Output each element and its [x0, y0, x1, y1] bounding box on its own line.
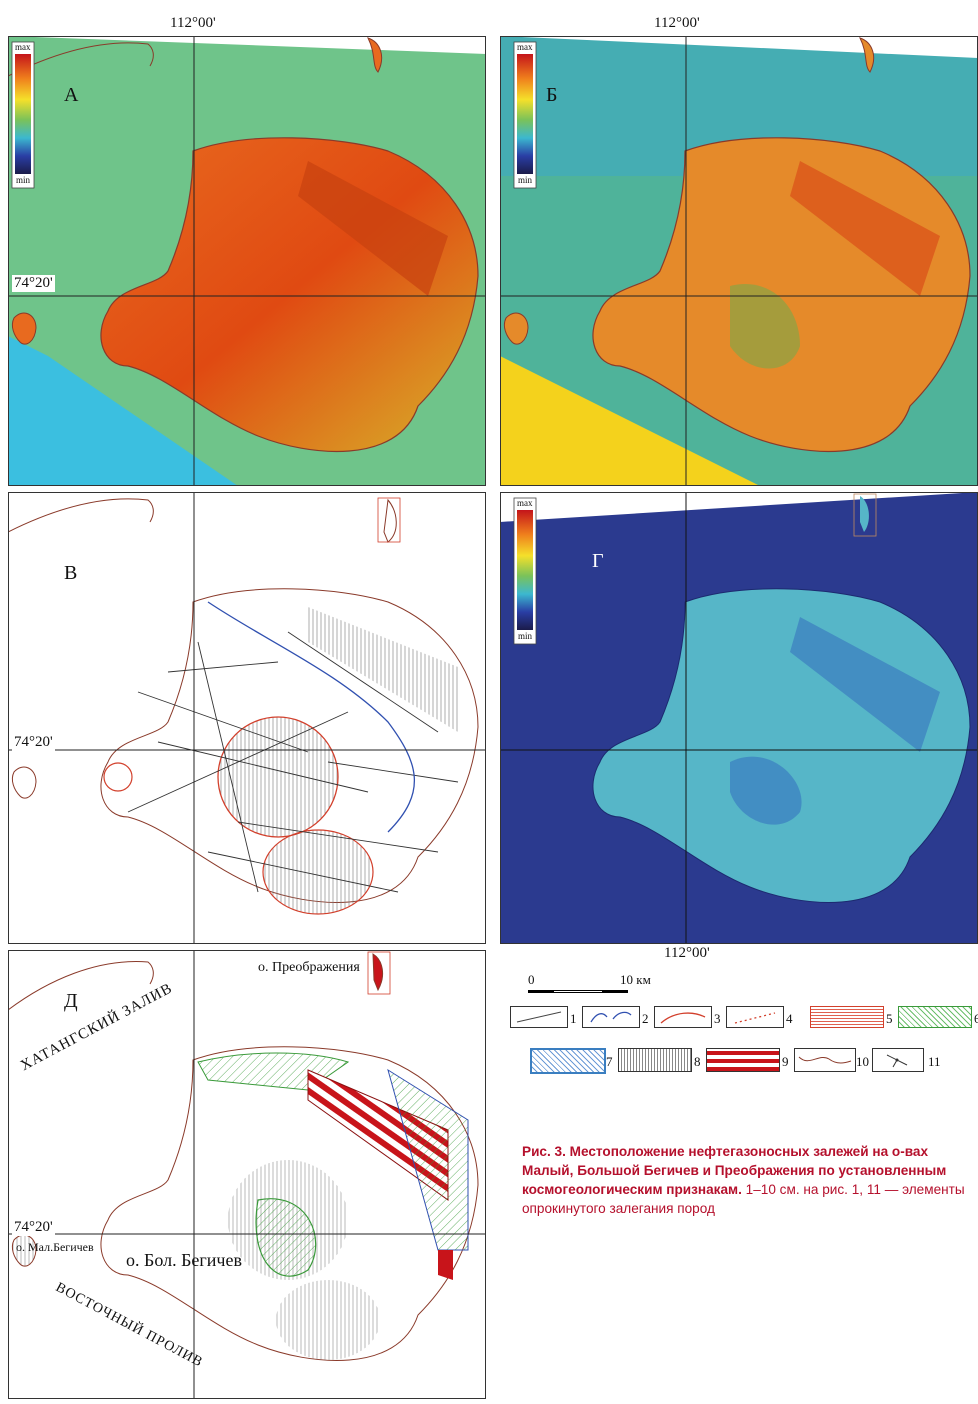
- panel-a-letter: А: [64, 84, 79, 106]
- legend-swatch-1: [510, 1006, 568, 1028]
- scale-10km: 10 км: [620, 972, 651, 987]
- label-preobrazheniya: о. Преображения: [258, 960, 360, 975]
- panel-a-map: [7, 36, 486, 486]
- panel-g-letter: Г: [592, 550, 604, 572]
- figure-caption: Рис. 3. Местоположение нефтегазоносных з…: [522, 1142, 978, 1218]
- panel-b: max min Б: [500, 36, 978, 486]
- caption-legend-note: 1–10 см. на рис. 1, 11 — элементы опроки…: [522, 1182, 965, 1216]
- panel-v-map: [7, 492, 486, 944]
- legend-num-4: 4: [786, 1011, 793, 1026]
- lat-label-a: 74°20': [12, 275, 55, 292]
- colorbar-min-label: min: [16, 175, 31, 185]
- legend-swatch-3: [654, 1006, 712, 1028]
- legend-num-10: 10: [856, 1054, 869, 1069]
- panel-d-map: [7, 950, 486, 1399]
- colorbar-max-label: max: [517, 42, 533, 52]
- lon-label-g-bottom: 112°00': [664, 945, 710, 961]
- lon-label-a: 112°00': [170, 15, 216, 31]
- panel-a: max min А: [7, 36, 486, 486]
- legend-num-7: 7: [606, 1054, 613, 1069]
- panel-b-letter: Б: [546, 84, 558, 106]
- scale-line-half: [554, 990, 602, 993]
- legend-swatch-11: [872, 1048, 924, 1072]
- colorbar-max-label: max: [15, 42, 31, 52]
- scale-zero: 0: [528, 972, 535, 987]
- colorbar-min-label: min: [518, 631, 533, 641]
- lon-label-b: 112°00': [654, 15, 700, 31]
- colorbar-max-label: max: [517, 498, 533, 508]
- panel-v: В: [7, 492, 486, 944]
- legend-swatch-2: [582, 1006, 640, 1028]
- panel-d-letter: Д: [64, 990, 78, 1012]
- scale-bar: 0 10 км: [522, 972, 662, 996]
- colorbar-min-label: min: [518, 175, 533, 185]
- legend-num-11: 11: [928, 1054, 941, 1069]
- legend-num-1: 1: [570, 1011, 577, 1026]
- caption-title: Рис. 3. Местоположение нефтегазоносных з…: [522, 1144, 947, 1197]
- legend-num-6: 6: [974, 1011, 978, 1026]
- panel-v-letter: В: [64, 562, 78, 584]
- legend-swatch-4: [726, 1006, 784, 1028]
- label-bol-begichev: о. Бол. Бегичев: [126, 1250, 242, 1270]
- legend: 1 2 3 4 5 6 7 8 9 10 11: [510, 1006, 978, 1078]
- label-mal-begichev: о. Мал.Бегичев: [16, 1240, 94, 1254]
- lat-label-v: 74°20': [12, 734, 55, 751]
- panel-b-map: [500, 36, 978, 486]
- legend-num-2: 2: [642, 1011, 649, 1026]
- lat-label-d: 74°20': [12, 1219, 55, 1236]
- legend-swatch-10: [794, 1048, 856, 1072]
- panel-g: max min Г: [500, 492, 978, 944]
- legend-swatch-5: [810, 1006, 884, 1028]
- legend-num-9: 9: [782, 1054, 789, 1069]
- legend-num-5: 5: [886, 1011, 893, 1026]
- legend-swatch-8: [618, 1048, 692, 1072]
- panel-g-map: [500, 492, 978, 944]
- legend-num-3: 3: [714, 1011, 721, 1026]
- legend-swatch-9: [706, 1048, 780, 1072]
- legend-swatch-6: [898, 1006, 972, 1028]
- legend-num-8: 8: [694, 1054, 701, 1069]
- legend-swatch-7: [530, 1048, 606, 1074]
- panel-d: Д о. Преображения ХАТАНГСКИЙ ЗАЛИВ о. Ма…: [7, 950, 486, 1399]
